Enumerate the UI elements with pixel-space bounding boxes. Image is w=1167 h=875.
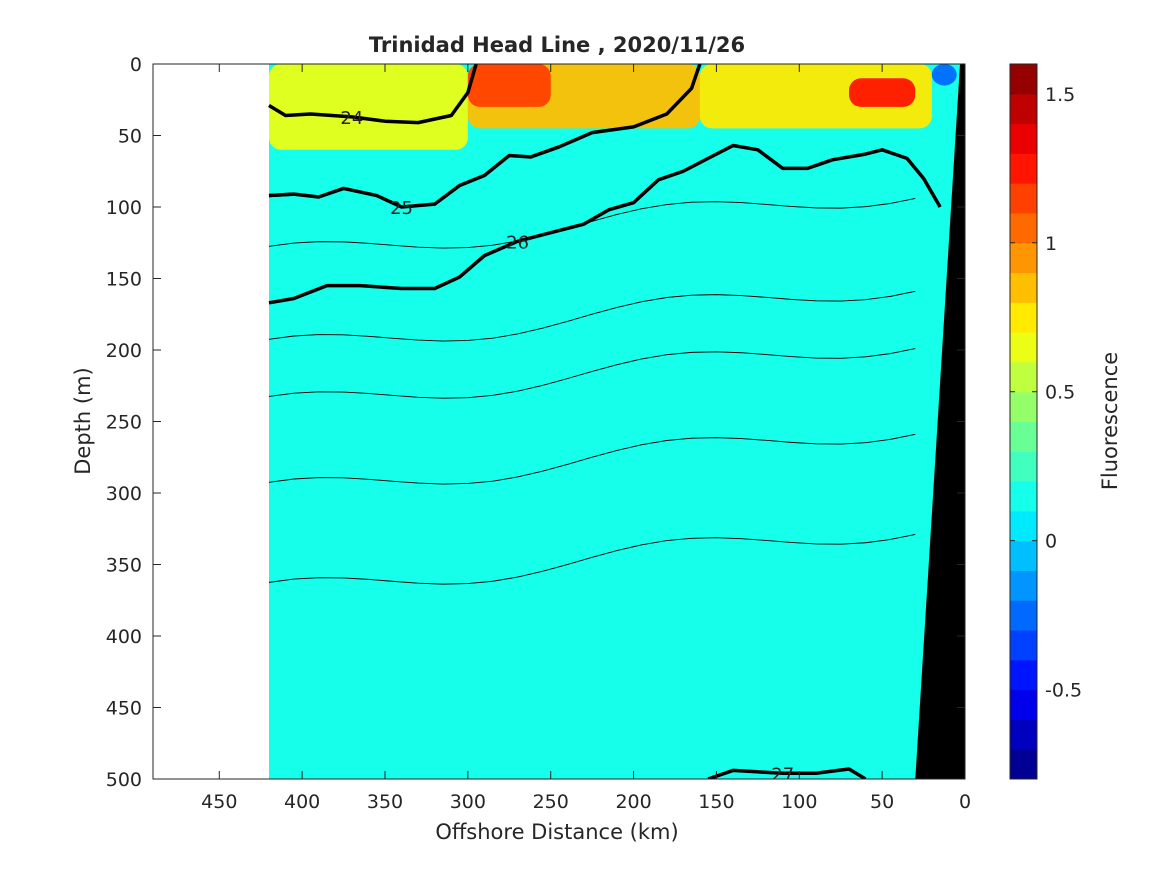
y-tick-label: 200: [106, 340, 142, 362]
x-axis-ticks: 450 400 350 300 250 200 150 100 50 0: [201, 64, 971, 813]
colorbar-band: [1010, 481, 1037, 512]
colorbar-band: [1010, 93, 1037, 125]
labeled-contours: 24 25 26 27: [268, 64, 942, 785]
colorbar: -0.5 0 0.5 1 1.5: [1009, 63, 1082, 780]
y-tick-label: 300: [106, 483, 142, 505]
colorbar-tick-label: -0.5: [1045, 680, 1082, 702]
colorbar-band: [1010, 123, 1037, 154]
colorbar-band: [1010, 689, 1037, 720]
colorbar-tick-label: 0: [1045, 531, 1057, 553]
colorbar-band: [1010, 719, 1037, 750]
field-patch: [931, 64, 957, 86]
chart-title: Trinidad Head Line , 2020/11/26: [369, 33, 745, 57]
colorbar-band: [1010, 659, 1037, 691]
colorbar-band: [1010, 540, 1037, 571]
thin-contour-line: [268, 433, 916, 485]
field-patch: [849, 78, 916, 107]
contour-label: 25: [390, 198, 413, 219]
x-tick-label: 300: [450, 791, 486, 813]
colorbar-band: [1010, 242, 1037, 274]
colorbar-band: [1010, 510, 1037, 542]
colorbar-band: [1010, 302, 1037, 333]
field-background: [269, 64, 965, 779]
colorbar-band: [1010, 421, 1037, 452]
contour-label: 27: [771, 764, 794, 785]
thin-contour-line: [268, 348, 916, 399]
y-tick-label: 350: [106, 555, 142, 577]
colorbar-tick-label: 1.5: [1045, 84, 1075, 106]
colorbar-band: [1010, 361, 1037, 393]
y-tick-label: 150: [106, 269, 142, 291]
field-patch: [467, 64, 551, 107]
thin-contour-line: [268, 290, 916, 342]
contour-line-26: [268, 143, 942, 305]
colorbar-band: [1010, 153, 1037, 184]
thin-contours: [268, 197, 916, 585]
colorbar-band: [1010, 272, 1037, 303]
colorbar-band: [1010, 570, 1037, 601]
contour-label: 24: [340, 108, 363, 129]
x-tick-label: 150: [698, 791, 734, 813]
fluorescence-field: [269, 64, 965, 779]
y-tick-label: 50: [118, 126, 142, 148]
colorbar-label: Fluorescence: [1098, 352, 1122, 490]
colorbar-band: [1010, 391, 1037, 422]
colorbar-band: [1010, 749, 1037, 780]
colorbar-tick-label: 1: [1045, 233, 1057, 255]
colorbar-band: [1010, 332, 1037, 363]
contour-line-25: [268, 192, 294, 198]
x-tick-label: 250: [533, 791, 569, 813]
x-tick-label: 450: [201, 791, 237, 813]
x-tick-label: 400: [284, 791, 320, 813]
seafloor-mask: [915, 64, 965, 779]
contour-label: 26: [506, 232, 529, 253]
colorbar-band: [1010, 64, 1037, 95]
y-axis-ticks: 0 50 100 150 200 250 300 350 400 450 500: [106, 54, 965, 791]
x-tick-label: 0: [959, 791, 971, 813]
y-axis-label: Depth (m): [71, 367, 95, 474]
colorbar-band: [1010, 451, 1037, 482]
colorbar-band: [1010, 183, 1037, 214]
colorbar-tick-label: 0.5: [1045, 382, 1075, 404]
x-tick-label: 50: [870, 791, 894, 813]
thin-contour-line: [268, 534, 916, 585]
x-tick-label: 350: [367, 791, 403, 813]
contour-line-24: [268, 64, 478, 125]
y-tick-label: 250: [106, 412, 142, 434]
y-tick-label: 500: [106, 769, 142, 791]
x-axis-label: Offshore Distance (km): [435, 820, 678, 844]
y-tick-label: 400: [106, 626, 142, 648]
field-patch: [269, 64, 468, 150]
x-tick-label: 100: [781, 791, 817, 813]
x-tick-label: 200: [615, 791, 651, 813]
colorbar-frame: [1009, 63, 1038, 780]
y-tick-label: 100: [106, 197, 142, 219]
y-tick-label: 450: [106, 698, 142, 720]
colorbar-band: [1010, 600, 1037, 631]
contour-line-25: [268, 64, 702, 209]
y-tick-label: 0: [130, 54, 142, 76]
colorbar-band: [1010, 212, 1037, 244]
colorbar-band: [1010, 630, 1037, 661]
